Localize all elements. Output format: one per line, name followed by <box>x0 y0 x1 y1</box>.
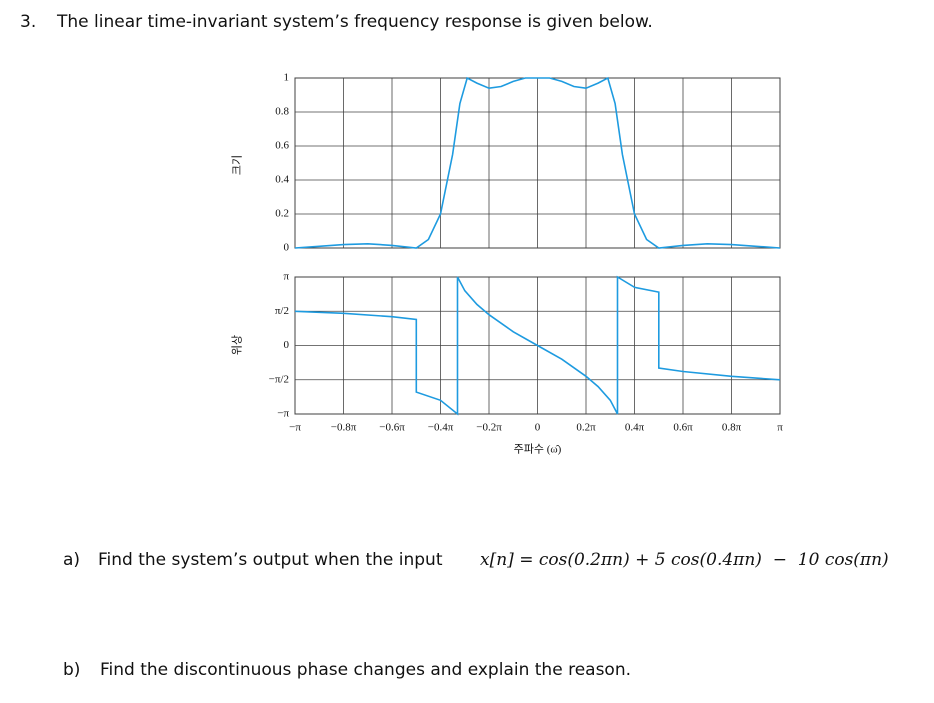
x-axis-label: 주파수 (ω̂) <box>514 443 562 456</box>
part-text: Find the system’s output when the input <box>98 550 443 570</box>
part-text: Find the discontinuous phase changes and… <box>100 660 632 680</box>
y-tick-label: −π/2 <box>269 373 289 385</box>
part-label: a) <box>63 550 81 570</box>
x-tick-label: −0.6π <box>379 422 405 434</box>
y-tick-label: 0 <box>284 339 290 351</box>
y-tick-label: 0.4 <box>275 174 289 186</box>
formula: x[n] = cos(0.2πn) + 5 cos(0.4πn) − 10 co… <box>480 550 889 570</box>
x-tick-label: π <box>777 422 783 434</box>
y-tick-label: π <box>283 271 289 283</box>
x-tick-label: −π <box>289 422 301 434</box>
x-tick-label: −0.2π <box>476 422 502 434</box>
y-tick-label: 0.8 <box>275 106 289 118</box>
y-axis-label: 위상 <box>231 335 244 355</box>
x-tick-label: 0.6π <box>673 422 693 434</box>
y-tick-label: 1 <box>284 72 290 84</box>
question-text: The linear time-invariant system’s frequ… <box>57 12 653 32</box>
y-tick-label: 0.2 <box>275 208 289 220</box>
x-tick-label: 0.2π <box>576 422 596 434</box>
x-tick-label: −0.4π <box>428 422 454 434</box>
x-tick-label: −0.8π <box>331 422 357 434</box>
y-tick-label: −π <box>277 408 289 420</box>
y-tick-label: π/2 <box>275 305 289 317</box>
y-tick-label: 0 <box>284 242 290 254</box>
y-tick-label: 0.6 <box>275 140 289 152</box>
part-label: b) <box>63 660 81 680</box>
data-line <box>294 76 781 249</box>
data-line <box>294 275 781 416</box>
x-tick-label: 0.8π <box>722 422 742 434</box>
y-axis-label: 크기 <box>231 155 244 175</box>
x-tick-label: 0.4π <box>625 422 645 434</box>
question-number: 3. <box>20 12 37 32</box>
x-tick-label: 0 <box>535 422 541 434</box>
